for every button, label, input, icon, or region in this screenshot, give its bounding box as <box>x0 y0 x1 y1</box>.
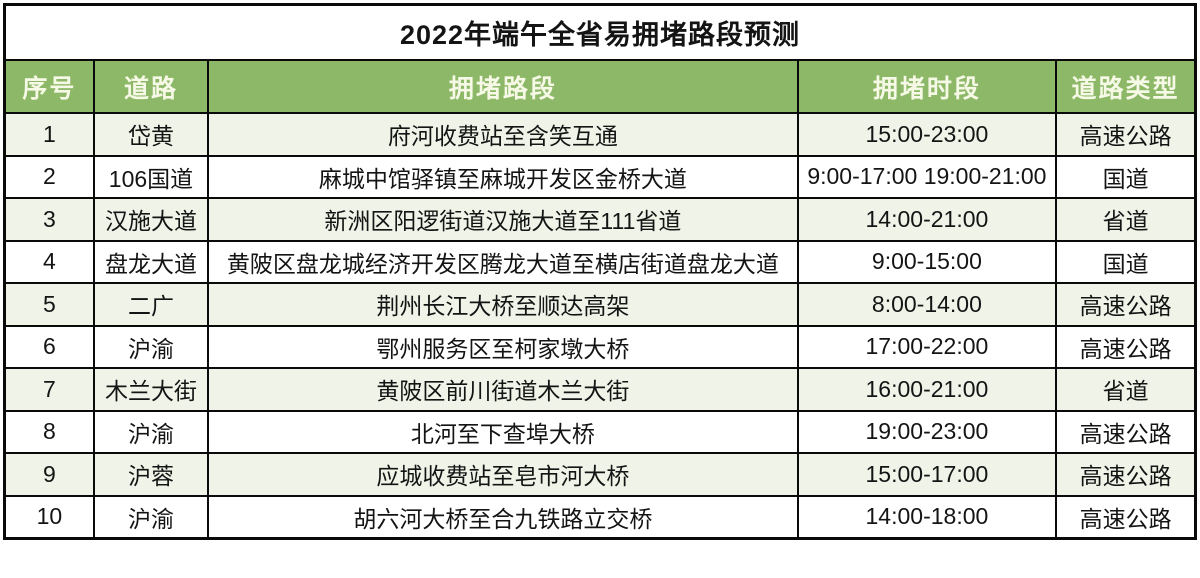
table-row: 9 沪蓉 应城收费站至皂市河大桥 15:00-17:00 高速公路 <box>3 452 1197 497</box>
cell-time: 17:00-22:00 <box>796 324 1058 369</box>
table-title: 2022年端午全省易拥堵路段预测 <box>3 3 1197 61</box>
cell-section: 府河收费站至含笑互通 <box>207 112 799 157</box>
cell-seq: 2 <box>3 154 95 199</box>
cell-time: 9:00-17:00 19:00-21:00 <box>796 154 1058 199</box>
cell-type: 高速公路 <box>1055 282 1197 327</box>
cell-seq: 10 <box>3 494 95 540</box>
header-row: 序号 道路 拥堵路段 拥堵时段 道路类型 <box>3 59 1197 114</box>
column-header-section: 拥堵路段 <box>207 59 799 114</box>
cell-time: 15:00-23:00 <box>796 112 1058 157</box>
cell-section: 麻城中馆驿镇至麻城开发区金桥大道 <box>207 154 799 199</box>
cell-section: 北河至下查埠大桥 <box>207 409 799 454</box>
cell-type: 高速公路 <box>1055 324 1197 369</box>
table-row: 10 沪渝 胡六河大桥至合九铁路立交桥 14:00-18:00 高速公路 <box>3 494 1197 540</box>
cell-seq: 1 <box>3 112 95 157</box>
cell-type: 国道 <box>1055 239 1197 284</box>
cell-road: 木兰大街 <box>92 367 210 412</box>
cell-road: 沪渝 <box>92 494 210 540</box>
cell-road: 沪渝 <box>92 324 210 369</box>
cell-type: 省道 <box>1055 197 1197 242</box>
cell-time: 8:00-14:00 <box>796 282 1058 327</box>
cell-section: 应城收费站至皂市河大桥 <box>207 452 799 497</box>
column-header-road: 道路 <box>92 59 210 114</box>
cell-type: 高速公路 <box>1055 409 1197 454</box>
cell-seq: 5 <box>3 282 95 327</box>
cell-section: 黄陂区前川街道木兰大街 <box>207 367 799 412</box>
table-row: 6 沪渝 鄂州服务区至柯家墩大桥 17:00-22:00 高速公路 <box>3 324 1197 369</box>
table-row: 2 106国道 麻城中馆驿镇至麻城开发区金桥大道 9:00-17:00 19:00-2… <box>3 154 1197 199</box>
cell-road: 沪蓉 <box>92 452 210 497</box>
cell-seq: 6 <box>3 324 95 369</box>
cell-section: 荆州长江大桥至顺达高架 <box>207 282 799 327</box>
cell-type: 省道 <box>1055 367 1197 412</box>
table-row: 3 汉施大道 新洲区阳逻街道汉施大道至111省道 14:00-21:00 省道 <box>3 197 1197 242</box>
cell-road: 二广 <box>92 282 210 327</box>
cell-type: 国道 <box>1055 154 1197 199</box>
cell-type: 高速公路 <box>1055 452 1197 497</box>
table-row: 1 岱黄 府河收费站至含笑互通 15:00-23:00 高速公路 <box>3 112 1197 157</box>
cell-seq: 9 <box>3 452 95 497</box>
cell-road: 岱黄 <box>92 112 210 157</box>
cell-type: 高速公路 <box>1055 494 1197 540</box>
cell-section: 新洲区阳逻街道汉施大道至111省道 <box>207 197 799 242</box>
cell-time: 9:00-15:00 <box>796 239 1058 284</box>
table-row: 7 木兰大街 黄陂区前川街道木兰大街 16:00-21:00 省道 <box>3 367 1197 412</box>
cell-seq: 8 <box>3 409 95 454</box>
cell-time: 15:00-17:00 <box>796 452 1058 497</box>
table-body: 1 岱黄 府河收费站至含笑互通 15:00-23:00 高速公路 2 106国道 麻城中馆驿镇… <box>3 112 1197 540</box>
cell-seq: 4 <box>3 239 95 284</box>
cell-time: 14:00-21:00 <box>796 197 1058 242</box>
cell-section: 黄陂区盘龙城经济开发区腾龙大道至横店街道盘龙大道 <box>207 239 799 284</box>
cell-road: 106国道 <box>92 154 210 199</box>
table-row: 5 二广 荆州长江大桥至顺达高架 8:00-14:00 高速公路 <box>3 282 1197 327</box>
column-header-type: 道路类型 <box>1055 59 1197 114</box>
table-row: 8 沪渝 北河至下查埠大桥 19:00-23:00 高速公路 <box>3 409 1197 454</box>
cell-time: 14:00-18:00 <box>796 494 1058 540</box>
cell-time: 19:00-23:00 <box>796 409 1058 454</box>
cell-seq: 3 <box>3 197 95 242</box>
table-row: 4 盘龙大道 黄陂区盘龙城经济开发区腾龙大道至横店街道盘龙大道 9:00-15:00 国… <box>3 239 1197 284</box>
column-header-time: 拥堵时段 <box>796 59 1058 114</box>
title-row: 2022年端午全省易拥堵路段预测 <box>3 3 1197 61</box>
cell-road: 沪渝 <box>92 409 210 454</box>
cell-section: 鄂州服务区至柯家墩大桥 <box>207 324 799 369</box>
cell-section: 胡六河大桥至合九铁路立交桥 <box>207 494 799 540</box>
cell-time: 16:00-21:00 <box>796 367 1058 412</box>
cell-road: 盘龙大道 <box>92 239 210 284</box>
cell-road: 汉施大道 <box>92 197 210 242</box>
cell-type: 高速公路 <box>1055 112 1197 157</box>
column-header-seq: 序号 <box>3 59 95 114</box>
cell-seq: 7 <box>3 367 95 412</box>
